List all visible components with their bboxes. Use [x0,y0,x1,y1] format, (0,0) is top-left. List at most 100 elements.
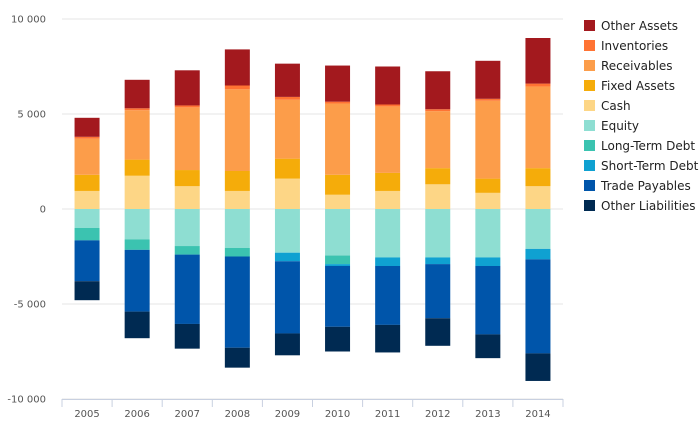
bar-segment [124,311,150,339]
bar-segment [475,266,501,335]
bar-segment [525,168,551,187]
bar-segment [124,249,150,312]
bar-segment [124,110,150,160]
bar-segment [174,70,200,106]
bar-segment [425,264,451,319]
x-tick-label: 2010 [325,409,350,420]
bar-segment [475,257,501,266]
bar-segment [425,168,451,185]
legend-label: Trade Payables [600,179,691,193]
bar-segment [525,248,551,260]
bar-segment [274,99,300,159]
bar-segment [325,326,351,352]
legend-swatch [584,180,595,191]
bar-segment [375,66,401,105]
bar-segment [174,170,200,187]
bar-segment [325,194,351,209]
bar-segment [425,109,451,112]
bar-segment [325,65,351,102]
bar-segment [375,106,401,173]
bar-segment [425,318,451,346]
y-axis-ticks: 10 000 5 000 0 -5 000 -10 000 [7,15,46,406]
bar-segment [74,281,100,301]
y-tick-label: -5 000 [14,300,46,311]
bar-segment [224,209,250,248]
bar-segment [224,49,250,86]
x-tick-label: 2008 [225,409,250,420]
bar-segment [74,117,100,137]
bar-segment [475,98,501,101]
bar-segment [124,79,150,109]
bar-segment [224,85,250,90]
bar-segment [525,86,551,169]
bar-segment [124,159,150,176]
bar-segment [525,209,551,249]
bar-segment [74,138,100,175]
bar-segment [274,333,300,356]
legend-label: Equity [601,119,639,133]
y-tick-label: 0 [40,205,46,216]
y-tick-label: 10 000 [11,15,46,26]
bar-segment [525,259,551,354]
legend-label: Other Assets [601,19,678,33]
bar-segment [325,264,351,266]
x-tick-label: 2013 [475,409,500,420]
bar-segment [74,228,100,241]
bar-segment [274,96,300,100]
bar-segment [74,209,100,228]
y-tick-label: -10 000 [7,395,46,406]
bar-segment [375,324,401,353]
bar-segment [475,192,501,209]
bar-segment [274,261,300,334]
legend: Other Assets Inventories Receivables Fixed … [584,19,699,213]
bar-segment [74,240,100,282]
bar-segment [224,89,250,171]
x-tick-label: 2011 [375,409,400,420]
legend-swatch [584,20,595,31]
bar-segment [375,172,401,191]
bar-segment [124,239,150,250]
x-axis: 2005 2006 2007 2008 2009 2010 2011 2012 2013 2014 [61,399,564,420]
legend-swatch [584,160,595,171]
legend-swatch [584,40,595,51]
bar-segment [475,100,501,179]
bar-segment [525,83,551,87]
bar-segment [274,63,300,97]
bar-segment [274,209,300,253]
bar-segment [174,105,200,108]
bar-segment [224,171,250,191]
bar-segment [274,158,300,179]
bar-segment [325,209,351,256]
legend-swatch [584,100,595,111]
bar-segment [74,136,100,139]
bar-segment [224,347,250,368]
bar-segment [475,60,501,99]
bars [74,38,551,381]
bar-segment [425,209,451,258]
bar-segment [74,174,100,191]
legend-label: Short-Term Debt [601,159,699,173]
bar-segment [224,190,250,209]
bar-segment [525,38,551,84]
bar-segment [325,174,351,195]
bar-segment [425,184,451,209]
bar-segment [174,254,200,324]
bar-segment [325,103,351,175]
legend-label: Long-Term Debt [601,139,695,153]
bar-segment [224,256,250,348]
bar-segment [174,323,200,349]
legend-swatch [584,140,595,151]
bar-segment [475,178,501,193]
bar-segment [174,209,200,247]
x-tick-label: 2009 [275,409,300,420]
bar-segment [375,104,401,107]
bar-segment [425,257,451,265]
x-tick-label: 2007 [175,409,200,420]
bar-segment [425,71,451,110]
legend-label: Receivables [601,59,673,73]
bar-segment [124,209,150,240]
x-tick-label: 2006 [124,409,149,420]
bar-segment [224,247,250,257]
bar-segment [174,186,200,209]
